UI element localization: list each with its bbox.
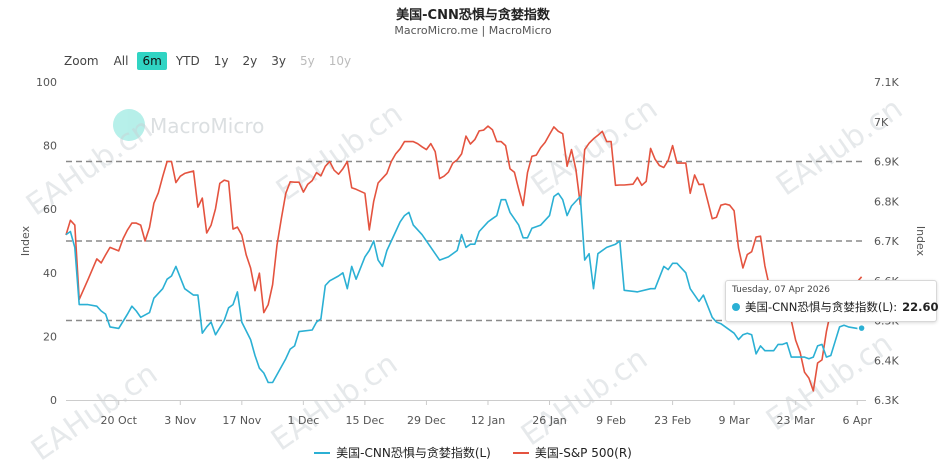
zoom-label: Zoom xyxy=(64,54,99,68)
tooltip-row: 美国-CNN恐惧与贪婪指数(L): 22.60 xyxy=(732,299,939,315)
y-left-tick-label: 60 xyxy=(43,203,57,216)
chart-subtitle: MacroMicro.me | MacroMicro xyxy=(394,24,552,37)
watermark-logo-icon xyxy=(113,109,145,141)
x-tick-label: 20 Oct xyxy=(100,414,137,427)
y-left-tick-label: 20 xyxy=(43,330,57,343)
fear-greed-line xyxy=(65,192,862,384)
y-left-tick-label: 80 xyxy=(43,140,57,153)
x-tick-label: 6 Apr xyxy=(842,414,872,427)
x-tick-label: 23 Feb xyxy=(654,414,691,427)
y-right-axis-title: Index xyxy=(914,226,927,257)
chart-legend: 美国-CNN恐惧与贪婪指数(L) 美国-S&P 500(R) xyxy=(0,444,946,461)
y-right-tick-label: 6.3K xyxy=(874,394,899,407)
y-left-tick-label: 40 xyxy=(43,267,57,280)
tooltip-series-label: 美国-CNN恐惧与贪婪指数(L): xyxy=(745,300,898,314)
y-right-tick-label: 6.7K xyxy=(874,235,899,248)
x-tick-label: 1 Dec xyxy=(287,414,319,427)
y-right-tick-label: 6.9K xyxy=(874,156,899,169)
y-right-tick-label: 6.8K xyxy=(874,195,899,208)
y-right-tick-label: 7.1K xyxy=(874,76,899,89)
tooltip-value: 22.60 xyxy=(902,300,939,314)
reference-lines xyxy=(66,160,866,322)
x-tick-label: 9 Mar xyxy=(719,414,751,427)
y-right-tick-label: 7K xyxy=(874,116,889,129)
x-tick-label: 23 Mar xyxy=(777,414,816,427)
sp500-line xyxy=(65,125,863,392)
x-tick-label: 9 Feb xyxy=(596,414,626,427)
x-tick-label: 29 Dec xyxy=(407,414,446,427)
watermark-logo-text: MacroMicro xyxy=(150,114,264,138)
hover-point-marker xyxy=(857,323,866,333)
x-tick-label: 15 Dec xyxy=(346,414,385,427)
legend-label-sp500: 美国-S&P 500(R) xyxy=(534,446,632,460)
x-tick-label: 26 Jan xyxy=(532,414,566,427)
eahub-watermark-text: EAHub.cn xyxy=(515,341,654,453)
x-tick-label: 17 Nov xyxy=(222,414,261,427)
eahub-watermark: EAHub.cn EAHub.cn EAHub.cn EAHub.cn EAHub.cn… xyxy=(20,91,909,465)
legend-swatch-sp500 xyxy=(512,451,529,454)
eahub-watermark-text: EAHub.cn xyxy=(270,96,409,208)
y-left-tick-label: 0 xyxy=(50,394,57,407)
eahub-watermark-text: EAHub.cn xyxy=(770,91,909,203)
range-2y-button[interactable]: 2y xyxy=(242,54,258,68)
range-selector: Zoom All 6m YTD 1y 2y 3y 5y 10y xyxy=(64,52,356,70)
y-left-axis-title: Index xyxy=(19,225,32,256)
range-1y-button[interactable]: 1y xyxy=(213,54,229,68)
range-3y-button[interactable]: 3y xyxy=(271,54,286,68)
tooltip-date: Tuesday, 07 Apr 2026 xyxy=(732,285,830,295)
range-10y-button: 10y xyxy=(328,54,352,68)
eahub-watermark-text: EAHub.cn xyxy=(265,346,404,458)
tooltip-series-dot xyxy=(732,303,740,311)
eahub-watermark-text: EAHub.cn xyxy=(20,111,159,223)
legend-item-fear-greed[interactable]: 美国-CNN恐惧与贪婪指数(L) xyxy=(314,444,491,461)
macromicro-watermark: MacroMicro xyxy=(113,109,264,141)
legend-label-fear-greed: 美国-CNN恐惧与贪婪指数(L) xyxy=(336,446,491,460)
eahub-watermark-text: EAHub.cn xyxy=(525,91,664,203)
hover-tooltip: Tuesday, 07 Apr 2026 美国-CNN恐惧与贪婪指数(L): 2… xyxy=(725,280,939,322)
range-ytd-button[interactable]: YTD xyxy=(175,54,200,68)
y-right-tick-label: 6.4K xyxy=(874,354,899,367)
chart-title: 美国-CNN恐惧与贪婪指数 xyxy=(396,8,550,23)
range-5y-button: 5y xyxy=(299,54,315,68)
series-points xyxy=(857,323,866,333)
x-tick-label: 12 Jan xyxy=(471,414,505,427)
x-tick-label: 3 Nov xyxy=(164,414,196,427)
y-left-tick-label: 100 xyxy=(36,76,57,89)
range-6m-button[interactable]: 6m xyxy=(137,52,167,70)
range-all-button[interactable]: All xyxy=(113,54,129,68)
legend-item-sp500[interactable]: 美国-S&P 500(R) xyxy=(512,444,632,461)
legend-swatch-fear-greed xyxy=(314,451,331,454)
